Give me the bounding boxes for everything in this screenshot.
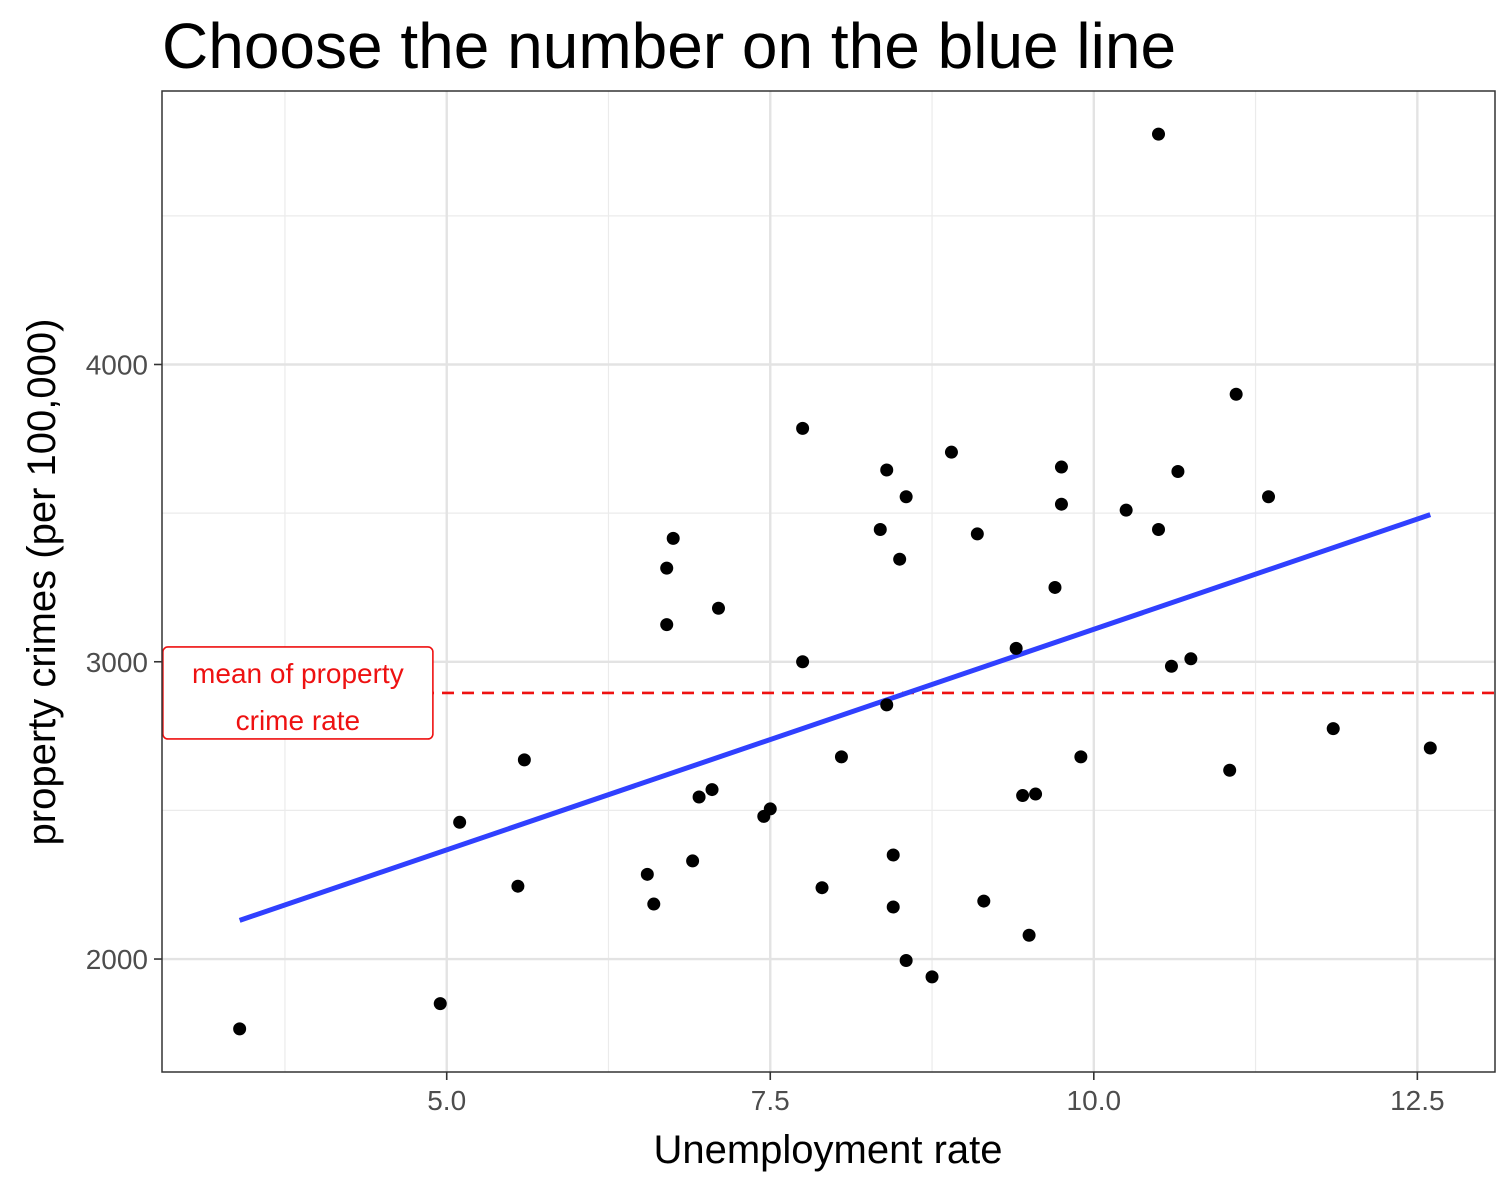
data-point-19 xyxy=(834,750,848,764)
data-point-20 xyxy=(873,522,887,536)
data-point-12 xyxy=(705,783,719,797)
data-point-6 xyxy=(647,897,661,911)
panel-border xyxy=(161,90,1496,1073)
data-point-35 xyxy=(1029,787,1043,801)
data-point-47 xyxy=(1229,387,1243,401)
data-point-15 xyxy=(763,802,777,816)
data-point-43 xyxy=(1164,659,1178,673)
data-point-26 xyxy=(899,490,913,504)
data-point-11 xyxy=(692,790,706,804)
data-point-48 xyxy=(1262,490,1276,504)
data-point-0 xyxy=(233,1022,247,1036)
data-point-22 xyxy=(880,698,894,712)
data-point-30 xyxy=(970,527,984,541)
data-point-21 xyxy=(880,463,894,477)
data-point-9 xyxy=(666,531,680,545)
x-axis-title: Unemployment rate xyxy=(653,1128,1002,1172)
data-point-3 xyxy=(511,879,525,893)
grid xyxy=(162,91,1495,1072)
y-tick-label-1: 3000 xyxy=(86,647,148,678)
y-tick-label-0: 2000 xyxy=(86,944,148,975)
data-point-13 xyxy=(711,601,725,615)
data-point-16 xyxy=(796,421,810,435)
chart-title: Choose the number on the blue line xyxy=(162,10,1176,82)
data-point-4 xyxy=(517,753,531,767)
data-point-5 xyxy=(640,867,654,881)
data-point-32 xyxy=(1009,641,1023,655)
data-point-1 xyxy=(433,997,447,1011)
data-point-8 xyxy=(660,561,674,575)
annotation-text-line-1: crime rate xyxy=(236,705,360,736)
mean-annotation: mean of property crime rate xyxy=(162,646,434,740)
data-point-7 xyxy=(660,618,674,632)
x-axis: 5.0 7.5 10.0 12.5 xyxy=(427,1072,1445,1116)
y-axis-title: property crimes (per 100,000) xyxy=(20,319,64,846)
data-point-38 xyxy=(1054,497,1068,511)
data-point-42 xyxy=(1152,127,1166,141)
data-point-2 xyxy=(453,815,467,829)
regression-line-layer xyxy=(238,512,1432,923)
data-point-50 xyxy=(1423,741,1437,755)
data-point-46 xyxy=(1223,763,1237,777)
x-tick-label-1: 7.5 xyxy=(751,1085,790,1116)
data-point-29 xyxy=(944,445,958,459)
regression-line xyxy=(238,512,1432,923)
data-point-40 xyxy=(1119,503,1133,517)
x-tick-label-2: 10.0 xyxy=(1067,1085,1122,1116)
data-points xyxy=(233,127,1437,1036)
data-point-37 xyxy=(1054,460,1068,474)
data-point-28 xyxy=(925,970,939,984)
data-point-33 xyxy=(1016,789,1030,803)
y-tick-label-2: 4000 xyxy=(86,349,148,380)
data-point-31 xyxy=(977,894,991,908)
data-point-10 xyxy=(686,854,700,868)
data-point-45 xyxy=(1184,652,1198,666)
data-point-34 xyxy=(1022,928,1036,942)
data-point-17 xyxy=(796,655,810,669)
data-point-49 xyxy=(1326,722,1340,736)
data-point-39 xyxy=(1074,750,1088,764)
data-point-25 xyxy=(893,552,907,566)
data-point-18 xyxy=(815,881,829,895)
data-point-23 xyxy=(886,848,900,862)
x-tick-label-3: 12.5 xyxy=(1390,1085,1445,1116)
annotation-box xyxy=(162,646,434,740)
data-point-44 xyxy=(1171,465,1185,479)
data-point-41 xyxy=(1152,522,1166,536)
y-axis: 2000 3000 4000 xyxy=(86,349,162,975)
x-tick-label-0: 5.0 xyxy=(427,1085,466,1116)
data-point-24 xyxy=(886,900,900,914)
data-point-27 xyxy=(899,954,913,968)
data-point-36 xyxy=(1048,580,1062,594)
annotation-text-line-0: mean of property xyxy=(192,658,404,689)
